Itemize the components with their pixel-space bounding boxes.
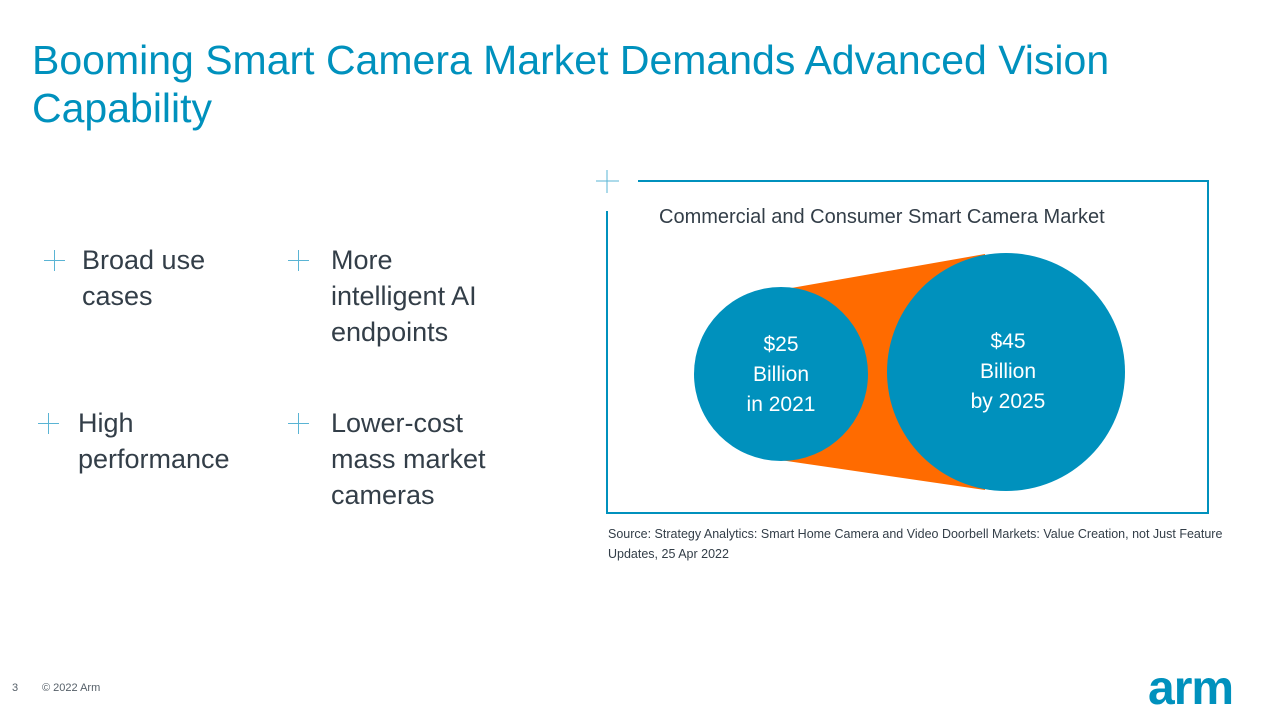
chart-frame-border bbox=[606, 180, 1209, 514]
label-2025: $45 Billion by 2025 bbox=[970, 330, 1046, 413]
arm-logo: arm bbox=[1148, 662, 1234, 715]
chart-title: Commercial and Consumer Smart Camera Mar… bbox=[659, 206, 1105, 228]
cross-icon bbox=[44, 250, 65, 271]
bullet-text: High performance bbox=[78, 408, 230, 474]
bullet-text: Lower-cost mass market cameras bbox=[331, 408, 486, 510]
page-number: 3 bbox=[12, 682, 19, 694]
cross-icon bbox=[596, 170, 619, 193]
cross-icon bbox=[38, 413, 59, 434]
source-note: Source: Strategy Analytics: Smart Home C… bbox=[608, 527, 1223, 561]
cross-icon bbox=[288, 413, 309, 434]
bullet-text: More intelligent AI endpoints bbox=[331, 245, 477, 347]
cross-icon bbox=[288, 250, 309, 271]
circle-2021 bbox=[694, 287, 868, 461]
slide-title: Booming Smart Camera Market Demands Adva… bbox=[32, 37, 1110, 131]
bullet-text: Broad use cases bbox=[82, 245, 206, 311]
copyright: © 2022 Arm bbox=[42, 682, 101, 694]
label-2021: $25 Billion in 2021 bbox=[746, 333, 816, 416]
circle-2025 bbox=[887, 253, 1125, 491]
